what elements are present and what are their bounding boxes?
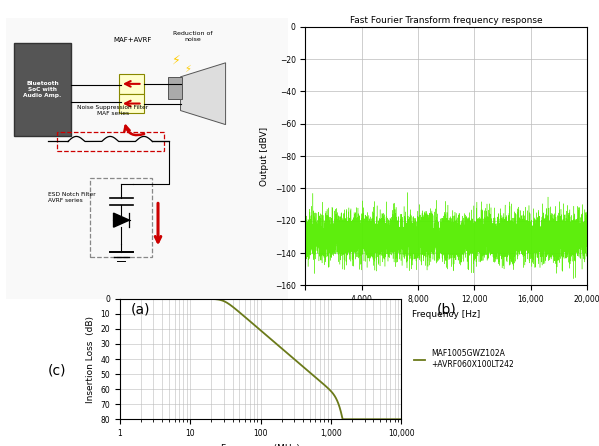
Text: Reduction of
noise: Reduction of noise [174, 31, 213, 41]
Text: MAF+AVRF: MAF+AVRF [113, 37, 152, 43]
Text: Bluetooth
SoC with
Audio Amp.: Bluetooth SoC with Audio Amp. [23, 81, 62, 98]
Text: (a): (a) [131, 303, 150, 317]
Bar [20, 102, 231, 271]
Text: (c): (c) [48, 363, 66, 377]
Polygon shape [114, 213, 129, 227]
X-axis label: Frequency [Hz]: Frequency [Hz] [412, 310, 480, 319]
Bar [90, 178, 152, 257]
Y-axis label: Insertion Loss  (dB): Insertion Loss (dB) [86, 315, 95, 403]
Bar [14, 43, 71, 136]
Title: Fast Fourier Transform frequency response: Fast Fourier Transform frequency respons… [350, 16, 543, 25]
Text: Noise Suppression Filter
MAF series: Noise Suppression Filter MAF series [77, 105, 149, 116]
X-axis label: Frequency  (MHz): Frequency (MHz) [221, 443, 300, 446]
Text: ⚡: ⚡ [172, 54, 181, 66]
Text: (b): (b) [437, 303, 456, 317]
Bar [119, 74, 144, 94]
Text: ESD Notch Filter
AVRF series: ESD Notch Filter AVRF series [48, 192, 96, 203]
Bar [119, 94, 144, 113]
Text: ⚡: ⚡ [184, 63, 191, 74]
Y-axis label: Output [dBV]: Output [dBV] [261, 127, 270, 186]
Legend: MAF1005GWZ102A
+AVRF060X100LT242: MAF1005GWZ102A +AVRF060X100LT242 [411, 346, 517, 372]
FancyBboxPatch shape [0, 15, 295, 305]
Bar [168, 77, 182, 99]
Polygon shape [180, 63, 226, 124]
Bar [57, 132, 164, 151]
